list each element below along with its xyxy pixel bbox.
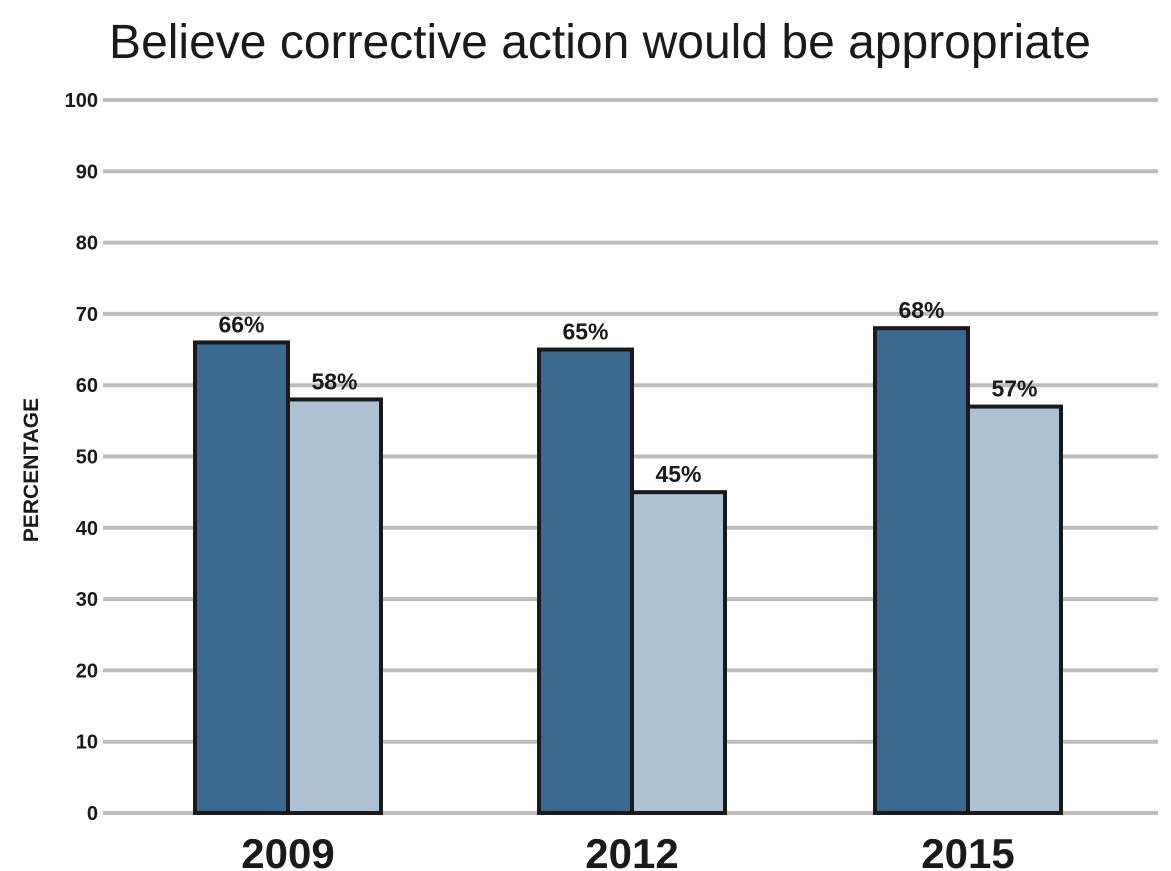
y-tick-label: 10 <box>76 732 98 754</box>
x-tick-label: 2009 <box>241 830 334 871</box>
bar <box>537 347 634 815</box>
bar <box>873 326 970 815</box>
x-axis-ticks: 2009 2012 2015 <box>241 830 1014 871</box>
data-label: 68% <box>898 297 944 323</box>
data-label: 65% <box>562 319 608 345</box>
bar <box>630 490 727 815</box>
data-label: 45% <box>655 461 701 487</box>
bar <box>286 397 383 815</box>
y-axis-ticks: 0 10 20 30 40 50 60 70 80 90 100 <box>65 90 98 825</box>
y-tick-label: 80 <box>76 233 98 255</box>
y-tick-label: 20 <box>76 660 98 682</box>
bar <box>193 340 290 815</box>
y-tick-label: 70 <box>76 304 98 326</box>
y-tick-label: 50 <box>76 447 98 469</box>
data-label: 57% <box>991 376 1037 402</box>
y-tick-label: 90 <box>76 161 98 183</box>
y-tick-label: 0 <box>87 803 98 825</box>
chart-title: Believe corrective action would be appro… <box>109 16 1091 69</box>
bar <box>966 404 1063 815</box>
bars <box>193 326 1063 815</box>
y-tick-label: 30 <box>76 589 98 611</box>
y-tick-label: 40 <box>76 518 98 540</box>
y-tick-label: 100 <box>65 90 98 112</box>
data-labels: 66% 58% 65% 45% 68% 57% <box>218 297 1037 487</box>
data-label: 66% <box>218 311 264 337</box>
x-tick-label: 2015 <box>921 830 1014 871</box>
y-axis-label: PERCENTAGE <box>20 398 43 542</box>
x-tick-label: 2012 <box>585 830 678 871</box>
data-label: 58% <box>311 368 357 394</box>
y-tick-label: 60 <box>76 375 98 397</box>
